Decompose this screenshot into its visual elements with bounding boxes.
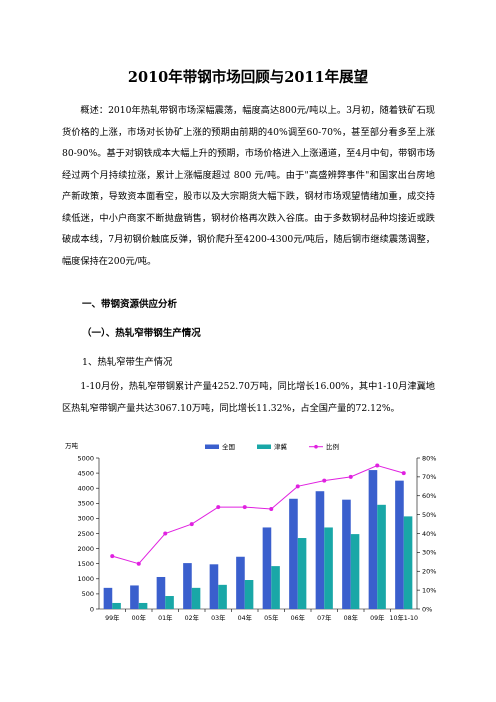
bar-津冀-07年 — [324, 527, 333, 609]
x-tick-label: 08年 — [344, 613, 358, 622]
left-tick-label: 2500 — [77, 530, 94, 538]
ratio-point-99年 — [110, 554, 115, 559]
legend-label-全国: 全国 — [222, 442, 235, 451]
legend-swatch-津冀 — [257, 444, 271, 449]
ratio-point-01年 — [163, 531, 168, 536]
right-tick-label: 30% — [422, 549, 436, 557]
bar-津冀-08年 — [350, 534, 360, 609]
bar-全国-04年 — [236, 556, 245, 609]
ratio-point-02年 — [189, 522, 194, 527]
section-heading: 一、带钢资源供应分析 — [82, 299, 178, 310]
chart-legend: 全国 津冀 比例 — [205, 442, 339, 451]
x-tick-label: 10年1-10 — [389, 613, 418, 622]
right-tick-label: 60% — [422, 492, 436, 500]
ratio-point-09年 — [375, 463, 380, 468]
right-tick-label: 70% — [422, 473, 436, 481]
legend-label-津冀: 津冀 — [274, 442, 288, 451]
bar-津冀-06年 — [297, 538, 307, 609]
bar-全国-00年 — [130, 585, 139, 609]
bar-津冀-04年 — [244, 580, 254, 609]
bar-津冀-03年 — [218, 584, 227, 609]
ratio-point-04年 — [242, 505, 247, 510]
x-tick-label: 09年 — [370, 613, 384, 622]
ratio-point-10年1-10 — [401, 471, 406, 476]
x-tick-label: 06年 — [291, 613, 305, 622]
x-tick-label: 05年 — [264, 613, 278, 622]
left-tick-label: 4500 — [77, 469, 94, 477]
ratio-point-03年 — [216, 505, 221, 510]
bar-津冀-99年 — [112, 602, 121, 609]
bar-全国-09年 — [368, 470, 378, 609]
chart-axes: 0 500 1000 1500 2000 2500 3000 3500 4000 4500 5000… — [77, 454, 436, 622]
x-tick-label: 07年 — [317, 613, 331, 622]
bar-全国-06年 — [289, 498, 298, 609]
right-tick-label: 40% — [422, 530, 436, 538]
ratio-point-05年 — [269, 506, 274, 511]
ratio-point-07年 — [322, 478, 327, 483]
x-tick-label: 00年 — [132, 613, 146, 622]
overview-text: 概述：2010年热轧带钢市场深幅震荡，幅度高达800元/吨以上。3月初，随着铁矿… — [62, 105, 435, 267]
legend-marker-比例 — [314, 444, 318, 449]
subsection-heading: （一）、热轧窄带钢生产情况 — [82, 328, 201, 339]
document-title: 2010年带钢市场回顾与2011年展望 — [127, 69, 369, 86]
left-tick-label: 3000 — [77, 515, 94, 523]
left-tick-label: 1500 — [77, 560, 94, 568]
x-tick-label: 99年 — [105, 613, 119, 622]
item-heading: 1、热轧窄带生产情况 — [82, 357, 173, 368]
bar-津冀-09年 — [377, 504, 386, 609]
chart-line — [110, 463, 406, 566]
bar-全国-05年 — [262, 527, 272, 609]
bar-全国-03年 — [209, 564, 219, 609]
left-tick-label: 3500 — [77, 500, 94, 508]
left-tick-label: 4000 — [77, 485, 94, 493]
left-tick-label: 0 — [90, 605, 94, 613]
bar-全国-02年 — [183, 563, 192, 609]
x-tick-label: 02年 — [185, 613, 199, 622]
right-tick-label: 0% — [422, 605, 432, 613]
overview-paragraph: 概述：2010年热轧带钢市场深幅震荡，幅度高达800元/吨以上。3月初，随着铁矿… — [62, 100, 435, 272]
bar-津冀-00年 — [138, 602, 148, 609]
ratio-point-08年 — [348, 474, 353, 479]
left-tick-label: 500 — [82, 590, 94, 598]
bar-全国-08年 — [342, 499, 351, 609]
bar-全国-07年 — [315, 491, 325, 609]
legend-swatch-全国 — [205, 444, 219, 449]
right-tick-label: 10% — [422, 586, 436, 594]
chart-bars — [103, 470, 413, 609]
x-tick-label: 04年 — [238, 613, 252, 622]
x-tick-label: 01年 — [158, 613, 172, 622]
left-tick-label: 1000 — [77, 575, 94, 583]
bar-全国-01年 — [156, 576, 166, 609]
bar-全国-99年 — [103, 587, 113, 609]
right-tick-label: 50% — [422, 511, 436, 519]
bar-津冀-02年 — [191, 587, 201, 609]
bar-津冀-10年1-10 — [403, 516, 413, 609]
production-chart: 万吨 全国 津冀 比例 0 500 1000 1500 2000 2500 3000 3500 40… — [65, 442, 436, 622]
bar-全国-10年1-10 — [395, 480, 404, 609]
right-tick-label: 80% — [422, 454, 436, 462]
ratio-line — [112, 465, 404, 565]
ratio-point-00年 — [136, 561, 141, 566]
left-tick-label: 2000 — [77, 545, 94, 553]
legend-label-比例: 比例 — [326, 442, 339, 451]
production-text: 1-10月份，热轧窄带钢累计产量4252.70万吨，同比增长16.00%，其中1… — [62, 381, 435, 414]
x-tick-label: 03年 — [211, 613, 225, 622]
ratio-point-06年 — [295, 484, 300, 489]
production-paragraph: 1-10月份，热轧窄带钢累计产量4252.70万吨，同比增长16.00%，其中1… — [62, 376, 435, 419]
left-tick-label: 5000 — [77, 454, 94, 462]
y-unit-label: 万吨 — [65, 442, 79, 450]
right-tick-label: 20% — [422, 568, 436, 576]
bar-津冀-01年 — [165, 596, 174, 609]
bar-津冀-05年 — [271, 566, 280, 609]
